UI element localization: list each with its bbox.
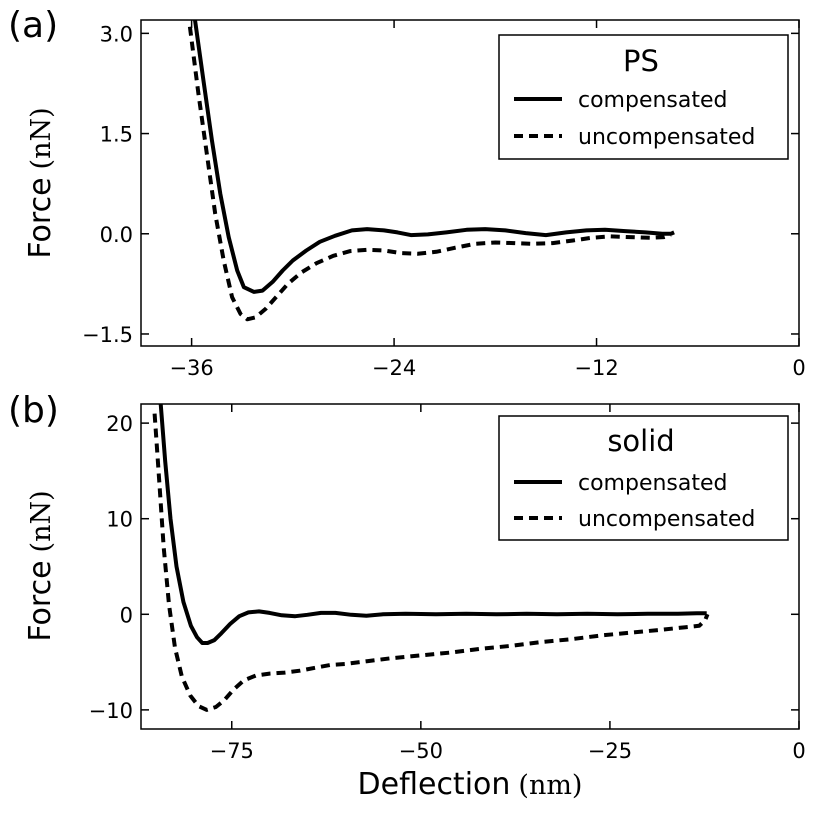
series-line-uncompensated	[152, 413, 710, 712]
y-tick-label: 0.0	[100, 223, 133, 247]
x-tick-label: 0	[792, 356, 805, 380]
series-line-compensated	[158, 404, 707, 645]
panel-b-legend-uncompensated: uncompensated	[578, 507, 755, 532]
panel-a-y-axis-label: Force(nN)	[23, 107, 58, 258]
panel-a-legend-uncompensated: uncompensated	[578, 125, 755, 150]
panel-b-y-axis-label: Force(nN)	[23, 490, 58, 641]
panel-b-legend: solid compensated uncompensated	[498, 415, 789, 541]
panel-b-series	[152, 404, 710, 712]
panel-b: (b) −75 −50 −25 0 20 10 0 −10 Force(nN) Deflec…	[8, 390, 806, 802]
panel-b-legend-compensated: compensated	[578, 471, 728, 496]
panel-b-label: (b)	[8, 390, 59, 431]
x-tick-label: −36	[169, 356, 213, 380]
y-tick-label: 3.0	[100, 22, 133, 46]
panel-a-legend-compensated: compensated	[578, 88, 728, 113]
y-tick-label: 0	[120, 603, 133, 627]
y-tick-label: 1.5	[100, 123, 133, 147]
y-tick-label: 10	[106, 508, 133, 532]
series-line-uncompensated	[187, 26, 672, 322]
panel-b-legend-title: solid	[607, 424, 674, 458]
panel-a-legend: PS compensated uncompensated	[498, 34, 789, 160]
panel-b-y-ticks: 20 10 0 −10	[89, 412, 799, 723]
panel-b-plot-frame	[140, 403, 800, 730]
x-tick-label: −50	[399, 739, 443, 763]
y-tick-label: 20	[106, 412, 133, 436]
panel-a-legend-title: PS	[623, 44, 659, 78]
panel-a-series	[187, 20, 675, 322]
panel-b-x-ticks: −75 −50 −25 0	[210, 404, 806, 763]
panel-a-plot-frame	[140, 19, 800, 347]
x-tick-label: 0	[792, 739, 805, 763]
x-tick-label: −24	[372, 356, 416, 380]
panel-a-y-ticks: 3.0 1.5 0.0 −1.5	[82, 22, 799, 347]
x-tick-label: −12	[574, 356, 618, 380]
series-line-compensated	[193, 20, 675, 294]
x-tick-label: −25	[588, 739, 632, 763]
panel-a: (a) −36 −24 −12 0 3.0 1.5 0.0 −1.5 Force(nN) P…	[8, 5, 806, 380]
panel-a-label: (a)	[8, 5, 58, 46]
panel-a-x-ticks: −36 −24 −12 0	[169, 20, 806, 380]
panel-b-x-axis-label: Deflection (nm)	[358, 767, 583, 802]
x-tick-label: −75	[210, 739, 254, 763]
y-tick-label: −10	[89, 699, 133, 723]
y-tick-label: −1.5	[82, 323, 133, 347]
